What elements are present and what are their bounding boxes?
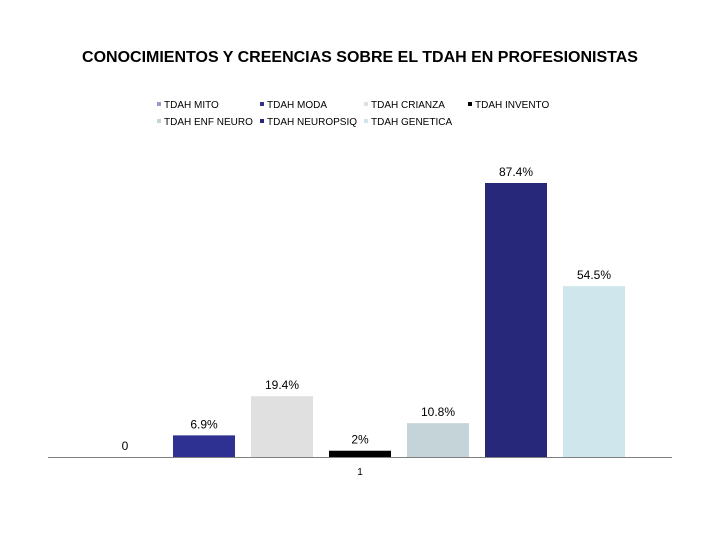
legend-swatch — [157, 119, 161, 124]
x-tick-label-1: 1 — [357, 467, 363, 478]
data-label-3: 19.4% — [265, 378, 299, 392]
bar-2 — [173, 435, 235, 457]
data-label-2: 6.9% — [190, 417, 218, 431]
legend-swatch — [364, 102, 368, 107]
legend-item-5: TDAH ENF NEURO — [157, 117, 253, 129]
bar-7 — [563, 286, 625, 457]
legend-item-3: TDAH CRIANZA — [364, 100, 445, 112]
legend-swatch — [364, 119, 368, 124]
chart-title: CONOCIMIENTOS Y CREENCIAS SOBRE EL TDAH … — [82, 49, 638, 66]
data-label-6: 87.4% — [499, 165, 533, 179]
data-label-5: 10.8% — [421, 405, 455, 419]
legend-label: TDAH ENF NEURO — [164, 117, 253, 128]
legend-label: TDAH NEUROPSIQ — [267, 117, 358, 128]
bar-3 — [251, 396, 313, 457]
legend-label: TDAH MODA — [267, 100, 327, 111]
legend-label: TDAH GENETICA — [371, 117, 453, 128]
data-label-4: 2% — [351, 433, 369, 447]
bar-6 — [485, 183, 547, 457]
legend-label: TDAH CRIANZA — [371, 100, 445, 111]
legend-item-4: TDAH INVENTO — [468, 100, 549, 112]
legend-item-2: TDAH MODA — [260, 100, 327, 112]
legend-item-7: TDAH GENETICA — [364, 117, 452, 129]
bar-5 — [407, 423, 469, 457]
legend-swatch — [157, 102, 161, 107]
data-label-7: 54.5% — [577, 268, 611, 282]
legend-item-1: TDAH MITO — [157, 100, 219, 112]
legend-label: TDAH INVENTO — [475, 100, 550, 111]
legend-item-6: TDAH NEUROPSIQ — [260, 117, 357, 129]
bar-4 — [329, 450, 391, 457]
legend-swatch — [260, 102, 264, 107]
legend-swatch — [260, 119, 264, 124]
data-label-1: 0 — [122, 439, 129, 453]
legend-label: TDAH MITO — [164, 100, 219, 111]
legend-swatch — [468, 102, 472, 107]
